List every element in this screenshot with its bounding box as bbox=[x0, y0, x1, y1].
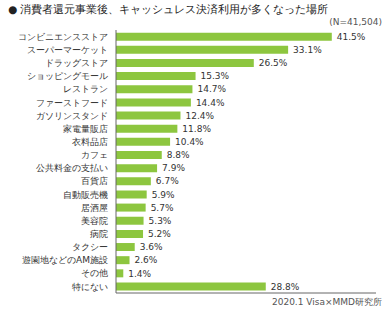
svg-text:ガソリンスタンド: ガソリンスタンド bbox=[36, 111, 108, 121]
svg-text:コンビニエンスストア: コンビニエンスストア bbox=[18, 32, 108, 42]
svg-text:14.4%: 14.4% bbox=[196, 98, 225, 108]
svg-text:6.7%: 6.7% bbox=[156, 176, 179, 186]
html-text:(N=41,504): (N=41,504) bbox=[329, 17, 382, 27]
svg-text:衣料品店: 衣料品店 bbox=[72, 137, 108, 147]
svg-text:美容院: 美容院 bbox=[81, 216, 108, 226]
svg-text:ファーストフード: ファーストフード bbox=[36, 98, 108, 108]
svg-text:5.9%: 5.9% bbox=[152, 190, 175, 200]
svg-text:タクシー: タクシー bbox=[72, 242, 108, 252]
svg-text:15.3%: 15.3% bbox=[201, 71, 230, 81]
svg-text:カフェ: カフェ bbox=[81, 150, 108, 160]
svg-text:家電量販店: 家電量販店 bbox=[63, 124, 108, 134]
svg-text:ショッピングモール: ショッピングモール bbox=[27, 71, 108, 81]
svg-text:その他: その他 bbox=[81, 268, 108, 278]
svg-text:8.8%: 8.8% bbox=[167, 150, 190, 160]
svg-text:遊園地などのAM施設: 遊園地などのAM施設 bbox=[22, 255, 108, 265]
svg-text:公共料金の支払い: 公共料金の支払い bbox=[36, 163, 108, 173]
svg-text:28.8%: 28.8% bbox=[271, 282, 300, 292]
svg-text:居酒屋: 居酒屋 bbox=[81, 203, 108, 213]
svg-text:41.5%: 41.5% bbox=[337, 32, 366, 42]
svg-text:1.4%: 1.4% bbox=[128, 269, 151, 279]
svg-text:ドラッグストア: ドラッグストア bbox=[45, 58, 108, 68]
svg-text:10.4%: 10.4% bbox=[175, 137, 204, 147]
svg-text:レストラン: レストラン bbox=[63, 84, 108, 94]
html-text:● 消費者還元事業後、キャッシュレス決済利用が多くなった場所: ● 消費者還元事業後、キャッシュレス決済利用が多くなった場所 bbox=[8, 3, 329, 15]
svg-text:百貨店: 百貨店 bbox=[81, 176, 108, 186]
svg-text:自動販売機: 自動販売機 bbox=[63, 190, 108, 200]
svg-text:14.7%: 14.7% bbox=[197, 84, 226, 94]
svg-text:特にない: 特にない bbox=[72, 282, 108, 292]
svg-text:33.1%: 33.1% bbox=[293, 45, 322, 55]
svg-text:病院: 病院 bbox=[90, 229, 108, 239]
html-text:2020.1 Visa×MMD研究所: 2020.1 Visa×MMD研究所 bbox=[272, 297, 382, 307]
svg-text:5.3%: 5.3% bbox=[149, 216, 172, 226]
svg-text:スーパーマーケット: スーパーマーケット bbox=[27, 45, 108, 55]
svg-text:2.6%: 2.6% bbox=[135, 255, 158, 265]
svg-text:3.6%: 3.6% bbox=[140, 242, 163, 252]
svg-text:11.8%: 11.8% bbox=[182, 124, 211, 134]
svg-text:5.2%: 5.2% bbox=[148, 229, 171, 239]
svg-text:5.7%: 5.7% bbox=[151, 203, 174, 213]
svg-text:26.5%: 26.5% bbox=[259, 58, 288, 68]
svg-text:7.9%: 7.9% bbox=[162, 163, 185, 173]
svg-text:12.4%: 12.4% bbox=[185, 111, 214, 121]
